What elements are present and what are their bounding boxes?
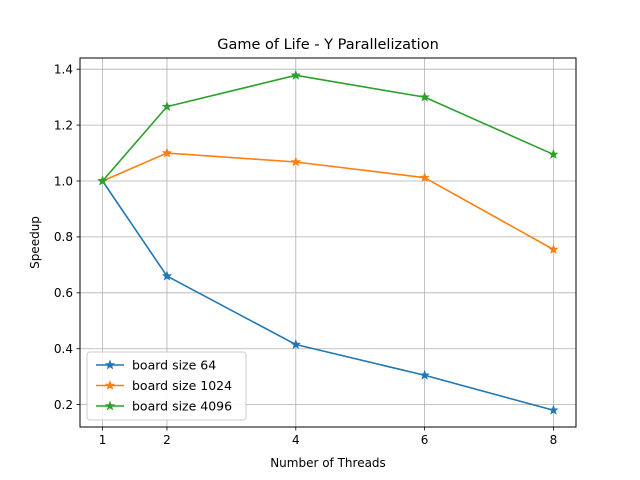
data-point [548, 244, 559, 254]
x-axis-ticks: 1 2 4 6 8 [99, 427, 558, 447]
data-point [290, 156, 301, 167]
y-axis-ticks: 0.2 0.4 0.6 0.8 1.0 1.2 1.4 [54, 62, 80, 412]
legend-item: board size 4096 [96, 399, 232, 414]
plot-frame [79, 57, 577, 428]
data-point [290, 339, 301, 349]
legend-marker [104, 359, 116, 370]
x-tick-label: 2 [163, 433, 171, 447]
y-tick-label: 1.0 [54, 174, 73, 188]
y-tick-label: 0.8 [54, 230, 73, 244]
legend-label: board size 4096 [132, 399, 232, 414]
y-tick-label: 0.6 [54, 286, 73, 300]
grid [80, 58, 576, 427]
data-point [161, 270, 173, 281]
data-point [290, 69, 301, 80]
legend-label: board size 1024 [132, 378, 232, 393]
chart-title: Game of Life - Y Parallelization [217, 37, 439, 53]
y-tick-label: 0.2 [54, 398, 73, 412]
data-point [419, 91, 430, 102]
x-tick-label: 8 [550, 433, 558, 447]
x-axis-label: Number of Threads [270, 456, 386, 470]
legend-item: board size 1024 [96, 378, 232, 393]
data-point [548, 404, 559, 415]
data-point [419, 172, 430, 183]
series-3 [97, 69, 559, 186]
x-tick-label: 4 [292, 433, 300, 447]
y-tick-label: 0.4 [54, 342, 73, 356]
y-tick-label: 1.2 [54, 118, 73, 132]
data-point [548, 148, 559, 159]
legend-marker [104, 380, 116, 390]
y-tick-label: 1.4 [54, 62, 73, 76]
legend: board size 64 board size 1024 board size 4… [86, 351, 247, 421]
x-tick-label: 1 [99, 433, 107, 447]
legend-label: board size 64 [132, 358, 216, 373]
data-point [419, 369, 430, 380]
data-point [97, 175, 108, 186]
data-point [161, 101, 173, 112]
x-tick-label: 6 [421, 433, 429, 447]
data-point [161, 147, 173, 158]
legend-marker [104, 400, 116, 411]
y-axis-label: Speedup [28, 216, 42, 269]
legend-item: board size 64 [96, 358, 216, 373]
legend-box [86, 351, 247, 421]
series-group [97, 69, 559, 415]
